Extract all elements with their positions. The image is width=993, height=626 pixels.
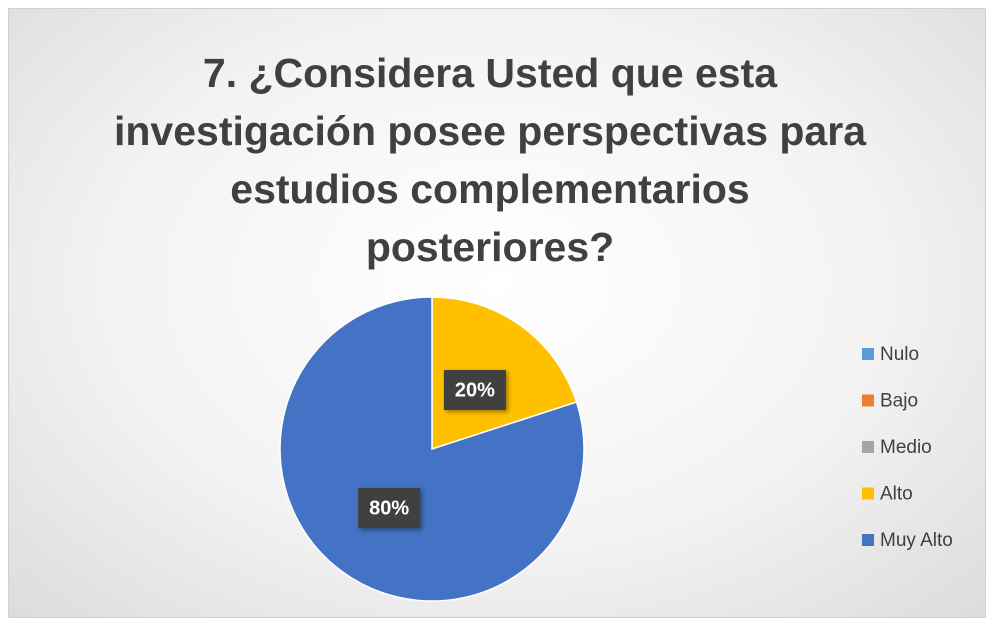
legend-label: Muy Alto [880, 530, 953, 551]
data-label-box [358, 488, 421, 529]
legend-label: Alto [880, 484, 913, 505]
legend-label: Bajo [880, 391, 918, 412]
legend-swatch [862, 348, 874, 360]
pie-slice [279, 296, 585, 602]
legend-swatch [862, 534, 874, 546]
data-label: 20% [455, 379, 495, 401]
legend-swatch [862, 441, 874, 453]
legend-label: Medio [880, 437, 932, 458]
chart-title: 7. ¿Considera Usted que esta investigaci… [114, 50, 866, 270]
legend-label: Nulo [880, 344, 919, 365]
data-label-box [443, 369, 506, 410]
legend-swatch [862, 487, 874, 500]
legend-swatch [862, 394, 874, 407]
data-label: 80% [369, 497, 409, 519]
